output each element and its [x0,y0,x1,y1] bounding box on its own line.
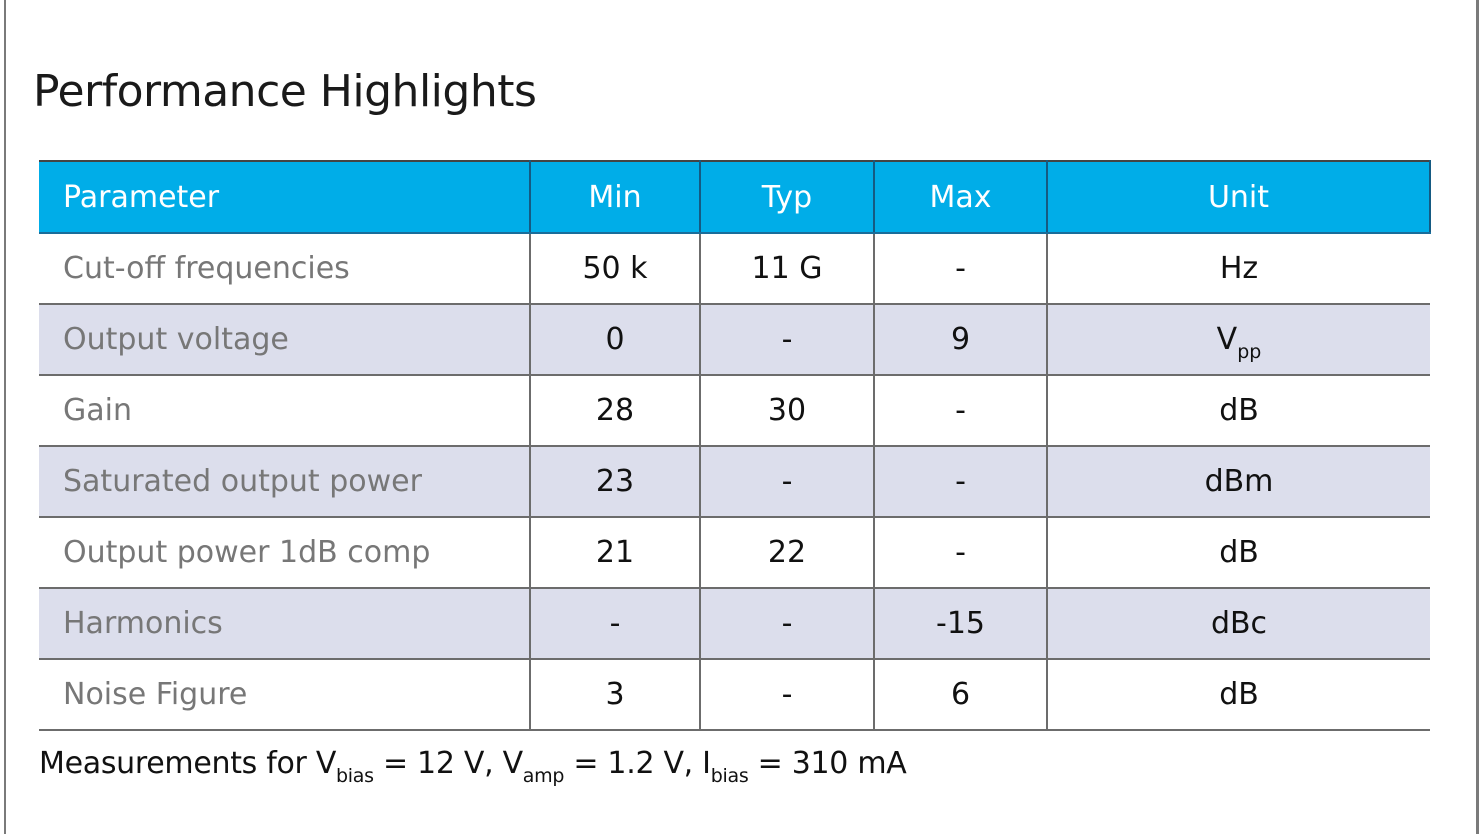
page-title: Performance Highlights [33,66,537,117]
table-row: Harmonics - - -15 dBc [39,588,1430,659]
table-row: Cut-off frequencies 50 k 11 G - Hz [39,233,1430,304]
cell-unit: dB [1047,659,1430,730]
cell-unit: Hz [1047,233,1430,304]
table-row: Gain 28 30 - dB [39,375,1430,446]
note-subscript: amp [522,765,565,787]
measurement-conditions: Measurements for Vbias = 12 V, Vamp = 1.… [39,746,907,786]
cell-max: 9 [874,304,1048,375]
header-typ: Typ [700,160,875,234]
cell-min: 23 [530,446,701,517]
cell-typ: 11 G [700,233,875,304]
note-prefix: Measurements for [39,746,316,781]
cell-typ: - [700,659,875,730]
header-max: Max [874,160,1048,234]
cell-typ: 30 [700,375,875,446]
cell-min: 3 [530,659,701,730]
table-row: Saturated output power 23 - - dBm [39,446,1430,517]
unit-text: Hz [1219,251,1259,286]
cell-unit: dB [1047,375,1430,446]
header-unit: Unit [1047,160,1431,234]
cell-min: 50 k [530,233,701,304]
left-border [4,0,6,834]
cell-max: - [874,517,1048,588]
cell-parameter: Noise Figure [39,659,531,730]
cell-parameter: Output power 1dB comp [39,517,531,588]
cell-parameter: Gain [39,375,531,446]
unit-text: dB [1219,393,1259,428]
table-header-row: Parameter Min Typ Max Unit [39,160,1431,234]
cell-min: - [530,588,701,659]
cell-unit: Vpp [1047,304,1430,375]
table-row: Output voltage 0 - 9 Vpp [39,304,1430,375]
unit-text: dBm [1204,464,1274,499]
cell-max: - [874,375,1048,446]
note-symbol: V [315,746,337,781]
cell-typ: 22 [700,517,875,588]
unit-text: dBc [1210,606,1268,641]
cell-unit: dB [1047,517,1430,588]
note-value: = 12 V, [373,746,503,781]
cell-parameter: Output voltage [39,304,531,375]
header-min: Min [530,160,701,234]
note-symbol: V [502,746,524,781]
table-row: Noise Figure 3 - 6 dB [39,659,1430,730]
cell-min: 28 [530,375,701,446]
header-parameter: Parameter [39,160,531,234]
cell-typ: - [700,446,875,517]
performance-table: Parameter Min Typ Max Unit Cut-off frequ… [39,160,1431,731]
cell-max: - [874,233,1048,304]
cell-parameter: Saturated output power [39,446,531,517]
cell-max: - [874,446,1048,517]
note-value: = 1.2 V, [564,746,703,781]
unit-text: dB [1219,535,1259,570]
note-subscript: bias [336,765,374,787]
note-value: = 310 mA [748,746,907,781]
note-symbol: I [702,746,711,781]
cell-parameter: Cut-off frequencies [39,233,531,304]
unit-text: V [1216,322,1238,357]
cell-typ: - [700,588,875,659]
cell-max: -15 [874,588,1048,659]
table-row: Output power 1dB comp 21 22 - dB [39,517,1430,588]
cell-max: 6 [874,659,1048,730]
unit-text: dB [1219,677,1259,712]
cell-parameter: Harmonics [39,588,531,659]
right-border [1476,0,1479,834]
note-subscript: bias [710,765,749,787]
cell-unit: dBc [1047,588,1430,659]
unit-subscript: pp [1237,341,1262,363]
cell-min: 0 [530,304,701,375]
cell-typ: - [700,304,875,375]
cell-unit: dBm [1047,446,1430,517]
cell-min: 21 [530,517,701,588]
